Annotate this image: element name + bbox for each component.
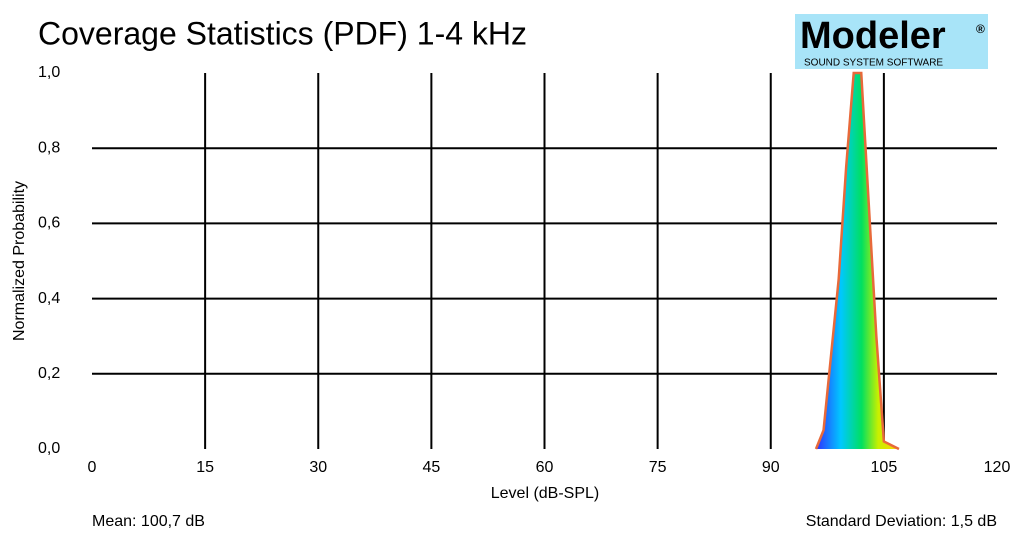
x-tick-label: 30 — [309, 459, 327, 476]
mean-annotation: Mean: 100,7 dB — [92, 513, 205, 530]
area-fill — [816, 73, 899, 449]
logo-box — [795, 14, 988, 69]
x-tick-label: 15 — [196, 459, 214, 476]
y-tick-label: 0,8 — [38, 139, 60, 156]
logo-tagline: SOUND SYSTEM SOFTWARE — [804, 58, 943, 69]
x-tick-label: 60 — [536, 459, 554, 476]
chart-title: Coverage Statistics (PDF) 1-4 kHz — [38, 15, 527, 51]
y-tick-label: 0,4 — [38, 290, 60, 307]
x-axis-label: Level (dB-SPL) — [491, 485, 600, 502]
y-tick-label: 0,2 — [38, 365, 60, 382]
x-tick-label: 45 — [422, 459, 440, 476]
logo-name: Modeler — [800, 15, 946, 57]
x-tick-label: 90 — [762, 459, 780, 476]
logo-mark: ® — [976, 22, 985, 36]
y-tick-label: 0,0 — [38, 440, 60, 457]
pdf-line — [814, 71, 900, 451]
y-tick-label: 0,6 — [38, 215, 60, 232]
std-annotation: Standard Deviation: 1,5 dB — [806, 513, 997, 530]
logo: Modeler ® SOUND SYSTEM SOFTWARE — [795, 14, 988, 69]
x-tick-label: 105 — [871, 459, 898, 476]
x-tick-label: 0 — [88, 459, 97, 476]
y-axis-label: Normalized Probability — [11, 181, 28, 341]
x-tick-label: 120 — [984, 459, 1011, 476]
x-tick-label: 75 — [649, 459, 667, 476]
y-tick-label: 1,0 — [38, 64, 60, 81]
